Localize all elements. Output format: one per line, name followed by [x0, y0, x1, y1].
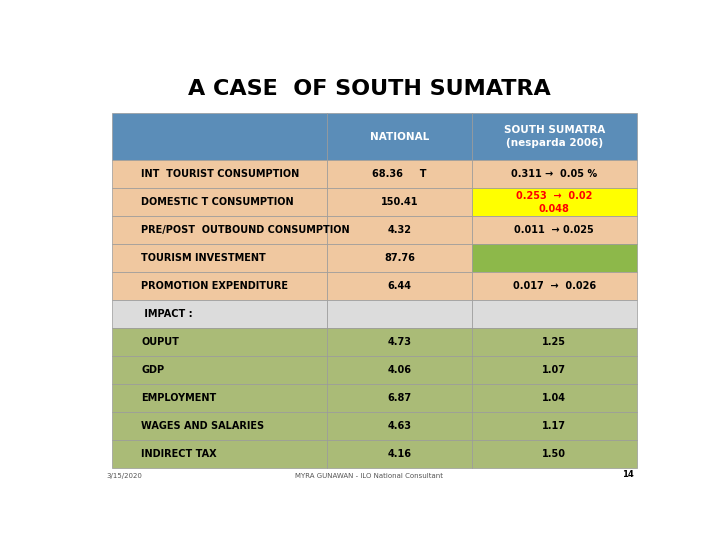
- Bar: [328, 160, 472, 188]
- Bar: [472, 113, 637, 160]
- Text: OUPUT: OUPUT: [141, 338, 179, 347]
- Text: IMPACT :: IMPACT :: [141, 309, 193, 319]
- Text: 1.17: 1.17: [542, 421, 566, 431]
- Bar: [112, 244, 328, 272]
- Text: 0.253  →  0.02
0.048: 0.253 → 0.02 0.048: [516, 191, 593, 214]
- Bar: [472, 300, 637, 328]
- Bar: [328, 300, 472, 328]
- Text: GDP: GDP: [141, 365, 164, 375]
- Bar: [328, 272, 472, 300]
- Text: 0.017  →  0.026: 0.017 → 0.026: [513, 281, 595, 291]
- Bar: [472, 328, 637, 356]
- Text: SOUTH SUMATRA
(nesparda 2006): SOUTH SUMATRA (nesparda 2006): [503, 125, 605, 148]
- Bar: [112, 217, 328, 244]
- Bar: [112, 440, 328, 468]
- Text: 150.41: 150.41: [381, 198, 418, 207]
- Text: 4.32: 4.32: [387, 225, 412, 235]
- Bar: [112, 188, 328, 217]
- Text: 14: 14: [622, 469, 634, 478]
- Bar: [112, 113, 328, 160]
- Bar: [328, 384, 472, 412]
- Text: WAGES AND SALARIES: WAGES AND SALARIES: [141, 421, 264, 431]
- Bar: [328, 356, 472, 384]
- Text: 1.25: 1.25: [542, 338, 566, 347]
- Text: 4.06: 4.06: [387, 365, 412, 375]
- Bar: [328, 412, 472, 440]
- Text: 1.04: 1.04: [542, 393, 566, 403]
- Bar: [472, 160, 637, 188]
- Text: MYRA GUNAWAN - ILO National Consultant: MYRA GUNAWAN - ILO National Consultant: [295, 472, 443, 478]
- Bar: [328, 217, 472, 244]
- Text: 4.63: 4.63: [387, 421, 412, 431]
- Bar: [112, 412, 328, 440]
- Text: EMPLOYMENT: EMPLOYMENT: [141, 393, 217, 403]
- Text: PROMOTION EXPENDITURE: PROMOTION EXPENDITURE: [141, 281, 288, 291]
- Text: 68.36     T: 68.36 T: [372, 170, 427, 179]
- Bar: [472, 272, 637, 300]
- Text: DOMESTIC T CONSUMPTION: DOMESTIC T CONSUMPTION: [141, 198, 294, 207]
- Text: INDIRECT TAX: INDIRECT TAX: [141, 449, 217, 459]
- Text: TOURISM INVESTMENT: TOURISM INVESTMENT: [141, 253, 266, 264]
- Text: 1.50: 1.50: [542, 449, 566, 459]
- Text: INT  TOURIST CONSUMPTION: INT TOURIST CONSUMPTION: [141, 170, 300, 179]
- Bar: [472, 440, 637, 468]
- Bar: [328, 188, 472, 217]
- Bar: [112, 356, 328, 384]
- Bar: [472, 384, 637, 412]
- Bar: [328, 440, 472, 468]
- Bar: [112, 300, 328, 328]
- Bar: [112, 384, 328, 412]
- Bar: [472, 188, 637, 217]
- Bar: [112, 160, 328, 188]
- Bar: [112, 272, 328, 300]
- Text: 6.44: 6.44: [387, 281, 412, 291]
- Text: PRE/POST  OUTBOUND CONSUMPTION: PRE/POST OUTBOUND CONSUMPTION: [141, 225, 350, 235]
- Text: 4.16: 4.16: [387, 449, 412, 459]
- Bar: [472, 356, 637, 384]
- Bar: [472, 217, 637, 244]
- Text: A CASE  OF SOUTH SUMATRA: A CASE OF SOUTH SUMATRA: [188, 79, 550, 99]
- Bar: [112, 328, 328, 356]
- Text: NATIONAL: NATIONAL: [370, 132, 429, 141]
- Text: 87.76: 87.76: [384, 253, 415, 264]
- Bar: [472, 412, 637, 440]
- Bar: [328, 328, 472, 356]
- Text: 0.011  → 0.025: 0.011 → 0.025: [514, 225, 594, 235]
- Text: 3/15/2020: 3/15/2020: [107, 472, 143, 478]
- Text: 0.311 →  0.05 %: 0.311 → 0.05 %: [511, 170, 598, 179]
- Bar: [328, 113, 472, 160]
- Text: 1.07: 1.07: [542, 365, 566, 375]
- Bar: [472, 244, 637, 272]
- Text: 4.73: 4.73: [387, 338, 412, 347]
- Text: 6.87: 6.87: [387, 393, 412, 403]
- Bar: [328, 244, 472, 272]
